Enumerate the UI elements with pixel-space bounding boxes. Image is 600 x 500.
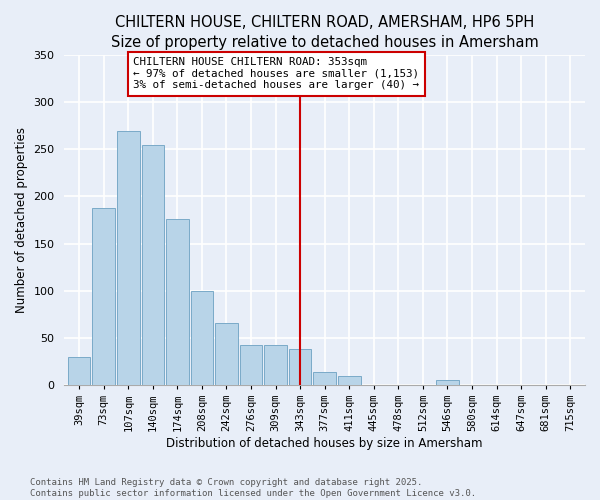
- Text: Contains HM Land Registry data © Crown copyright and database right 2025.
Contai: Contains HM Land Registry data © Crown c…: [30, 478, 476, 498]
- Bar: [338, 376, 361, 385]
- Title: CHILTERN HOUSE, CHILTERN ROAD, AMERSHAM, HP6 5PH
Size of property relative to de: CHILTERN HOUSE, CHILTERN ROAD, AMERSHAM,…: [111, 15, 539, 50]
- Text: CHILTERN HOUSE CHILTERN ROAD: 353sqm
← 97% of detached houses are smaller (1,153: CHILTERN HOUSE CHILTERN ROAD: 353sqm ← 9…: [133, 57, 419, 90]
- X-axis label: Distribution of detached houses by size in Amersham: Distribution of detached houses by size …: [166, 437, 483, 450]
- Bar: [436, 380, 459, 385]
- Bar: [240, 346, 262, 385]
- Bar: [117, 132, 140, 385]
- Bar: [142, 144, 164, 385]
- Y-axis label: Number of detached properties: Number of detached properties: [15, 127, 28, 313]
- Bar: [264, 346, 287, 385]
- Bar: [215, 322, 238, 385]
- Bar: [313, 372, 336, 385]
- Bar: [166, 219, 188, 385]
- Bar: [92, 208, 115, 385]
- Bar: [191, 290, 213, 385]
- Bar: [68, 356, 91, 385]
- Bar: [289, 349, 311, 385]
